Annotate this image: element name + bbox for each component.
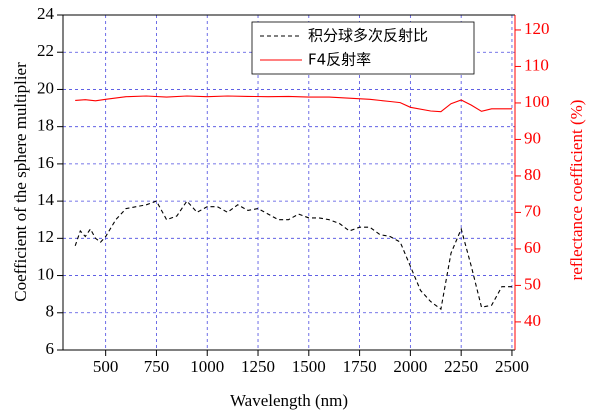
y-tick-label: 24 bbox=[37, 4, 55, 23]
y-tick-label: 6 bbox=[46, 339, 55, 358]
y2-tick-label: 50 bbox=[524, 274, 541, 293]
x-axis-label: Wavelength (nm) bbox=[230, 391, 348, 410]
y-tick-label: 8 bbox=[46, 302, 55, 321]
legend-label: 积分球多次反射比 bbox=[308, 27, 428, 45]
x-tick-label: 2000 bbox=[393, 357, 427, 376]
x-tick-label: 750 bbox=[144, 357, 170, 376]
y2-tick-label: 70 bbox=[524, 201, 541, 220]
x-tick-label: 1250 bbox=[241, 357, 275, 376]
y2-tick-label: 120 bbox=[524, 19, 550, 38]
y2-axis-label: reflectance coefficient (%) bbox=[567, 100, 586, 281]
data-line bbox=[74, 200, 512, 311]
x-tick-label: 500 bbox=[93, 357, 119, 376]
y-tick-label: 18 bbox=[37, 116, 54, 135]
x-tick-label: 1000 bbox=[190, 357, 224, 376]
y2-tick-label: 40 bbox=[524, 311, 541, 330]
y2-tick-label: 80 bbox=[524, 165, 541, 184]
y2-tick-label: 100 bbox=[524, 92, 550, 111]
x-tick-label: 1750 bbox=[343, 357, 377, 376]
x-tick-label: 2250 bbox=[444, 357, 478, 376]
y-tick-label: 22 bbox=[37, 41, 54, 60]
y2-tick-label: 90 bbox=[524, 128, 541, 147]
y-tick-label: 16 bbox=[37, 153, 54, 172]
y2-tick-label: 110 bbox=[524, 55, 549, 74]
y-tick-label: 12 bbox=[37, 227, 54, 246]
y2-tick-label: 60 bbox=[524, 238, 541, 257]
y-tick-label: 10 bbox=[37, 264, 54, 283]
y-tick-label: 14 bbox=[37, 190, 55, 209]
data-line bbox=[75, 95, 512, 113]
y-axis-label: Coefficient of the sphere multiplier bbox=[11, 62, 30, 302]
x-tick-label: 1500 bbox=[292, 357, 326, 376]
legend-box bbox=[251, 21, 475, 75]
x-tick-label: 2500 bbox=[495, 357, 529, 376]
legend-label: F4反射率 bbox=[308, 51, 371, 69]
y-tick-label: 20 bbox=[37, 78, 54, 97]
